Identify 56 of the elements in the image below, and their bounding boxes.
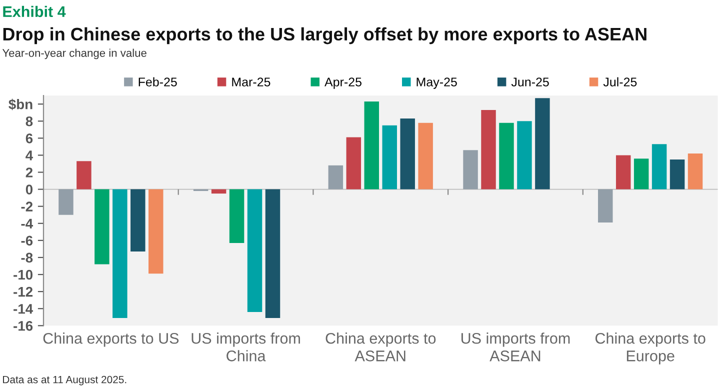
x-tick-label: China exports to Europe: [595, 332, 706, 364]
bar: [346, 137, 362, 190]
chart-title: Drop in Chinese exports to the US largely offset by more exports to ASEAN: [3, 27, 646, 44]
y-tick-label: -4: [21, 218, 34, 228]
bar: [229, 189, 244, 243]
legend-label: Jul-25: [603, 77, 637, 86]
y-tick-label: 2: [26, 168, 33, 178]
bar: [112, 189, 128, 318]
bar: [328, 165, 344, 190]
legend-label: May-25: [416, 78, 457, 89]
bar: [148, 189, 164, 274]
y-tick-label: 0: [26, 184, 33, 194]
y-tick-label: -8: [21, 252, 33, 263]
y-tick-label: -10: [14, 270, 33, 280]
y-tick-label: -6: [21, 236, 33, 246]
bar: [670, 159, 685, 190]
y-tick-label: -14: [14, 304, 34, 314]
bar: [688, 154, 703, 190]
legend-label: Apr-25: [324, 78, 362, 89]
bar: [616, 155, 631, 190]
x-tick-label: China exports to US: [43, 332, 179, 347]
bar: [382, 125, 397, 190]
bar: [58, 189, 74, 215]
bar: [463, 150, 478, 190]
bar: [418, 122, 433, 190]
bar: [211, 189, 226, 194]
y-tick-label: 4: [26, 150, 34, 160]
chart-subtitle: Year-on-year change in value: [2, 48, 146, 60]
legend-label: Mar-25: [232, 78, 270, 86]
bar: [499, 122, 514, 190]
bar: [535, 98, 550, 190]
legend-label: Feb-25: [138, 77, 177, 86]
bar: [247, 189, 262, 312]
text: Exhibit 4: [3, 6, 66, 18]
bar: [130, 189, 146, 252]
x-tick-label: US imports from ASEAN: [461, 332, 570, 362]
x-tick-label: China exports to ASEAN: [326, 332, 436, 362]
y-tick-label: -2: [21, 202, 33, 212]
y-tick-label: -12: [14, 286, 33, 297]
y-tick-label: 6: [26, 133, 33, 144]
bar: [76, 161, 92, 190]
y-tick-label: 8: [26, 116, 33, 126]
bar: [481, 110, 496, 190]
bar: [364, 102, 380, 190]
text: Data as at 11 August 2025.: [3, 376, 126, 386]
bar: [94, 189, 110, 264]
bar: [400, 118, 415, 190]
y-tick-label: $bn: [8, 98, 32, 110]
x-tick-label: US imports from China: [192, 332, 300, 362]
y-tick-label: -16: [14, 320, 33, 331]
legend-label: Jun-25: [511, 78, 549, 86]
bar: [652, 144, 667, 190]
bar: [265, 189, 280, 318]
bar: [517, 121, 532, 190]
bar: [634, 158, 649, 190]
bar: [598, 189, 613, 223]
